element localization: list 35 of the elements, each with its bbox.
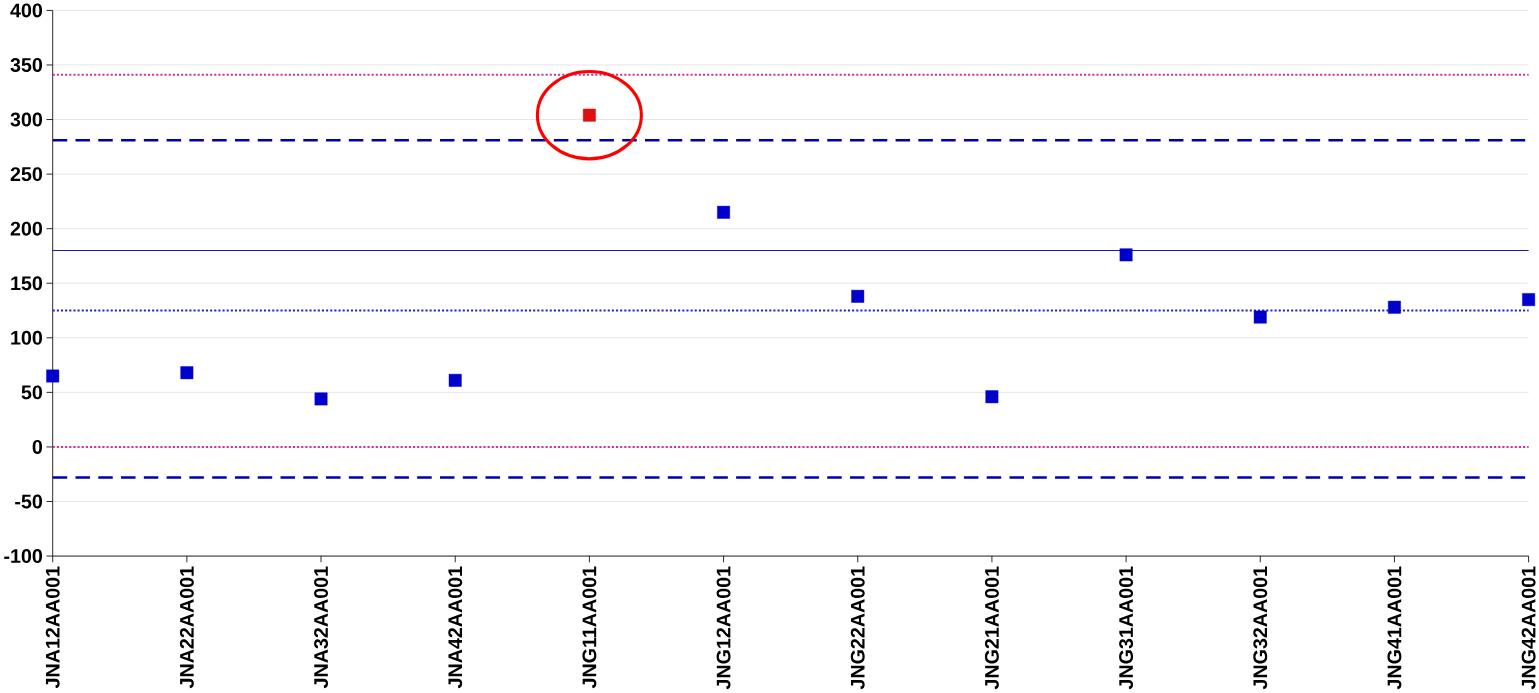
point <box>314 392 328 406</box>
x-tick-label: JNG22AA001 <box>850 566 865 690</box>
point <box>180 366 194 380</box>
x-tick-label: JNG32AA001 <box>1253 566 1268 690</box>
x-tick-label: JNG21AA001 <box>984 566 999 690</box>
y-tick-label: -100 <box>4 549 43 564</box>
point <box>985 390 999 404</box>
point <box>46 369 60 383</box>
x-tick-label: JNA32AA001 <box>314 566 329 689</box>
y-tick-label: -50 <box>15 494 43 509</box>
x-tick-label: JNA12AA001 <box>45 566 60 689</box>
y-tick-label: 50 <box>21 385 43 400</box>
point <box>1388 300 1401 314</box>
y-tick-label: 200 <box>10 221 43 236</box>
y-tick-label: 300 <box>10 112 43 127</box>
point <box>582 108 596 122</box>
x-tick-label: JNG42AA001 <box>1521 566 1536 690</box>
x-tick-label: JNG41AA001 <box>1387 566 1402 690</box>
x-tick-label: JNG31AA001 <box>1119 566 1134 690</box>
y-tick-label: 250 <box>10 167 43 182</box>
point <box>1119 248 1133 262</box>
x-tick-label: JNA22AA001 <box>179 566 194 689</box>
y-tick-label: 150 <box>11 276 43 291</box>
point <box>448 373 462 387</box>
x-tick-label: JNG12AA001 <box>716 566 731 690</box>
y-tick-label: 350 <box>10 58 43 72</box>
x-tick-label: JNG11AA001 <box>582 566 597 689</box>
x-tick-label: JNA42AA001 <box>448 566 463 689</box>
point <box>1522 293 1536 307</box>
point <box>1253 310 1267 324</box>
y-tick-label: 400 <box>10 3 43 18</box>
point <box>851 289 865 303</box>
y-tick-label: 100 <box>11 330 43 345</box>
y-tick-label: 0 <box>32 439 43 454</box>
point <box>717 205 730 219</box>
